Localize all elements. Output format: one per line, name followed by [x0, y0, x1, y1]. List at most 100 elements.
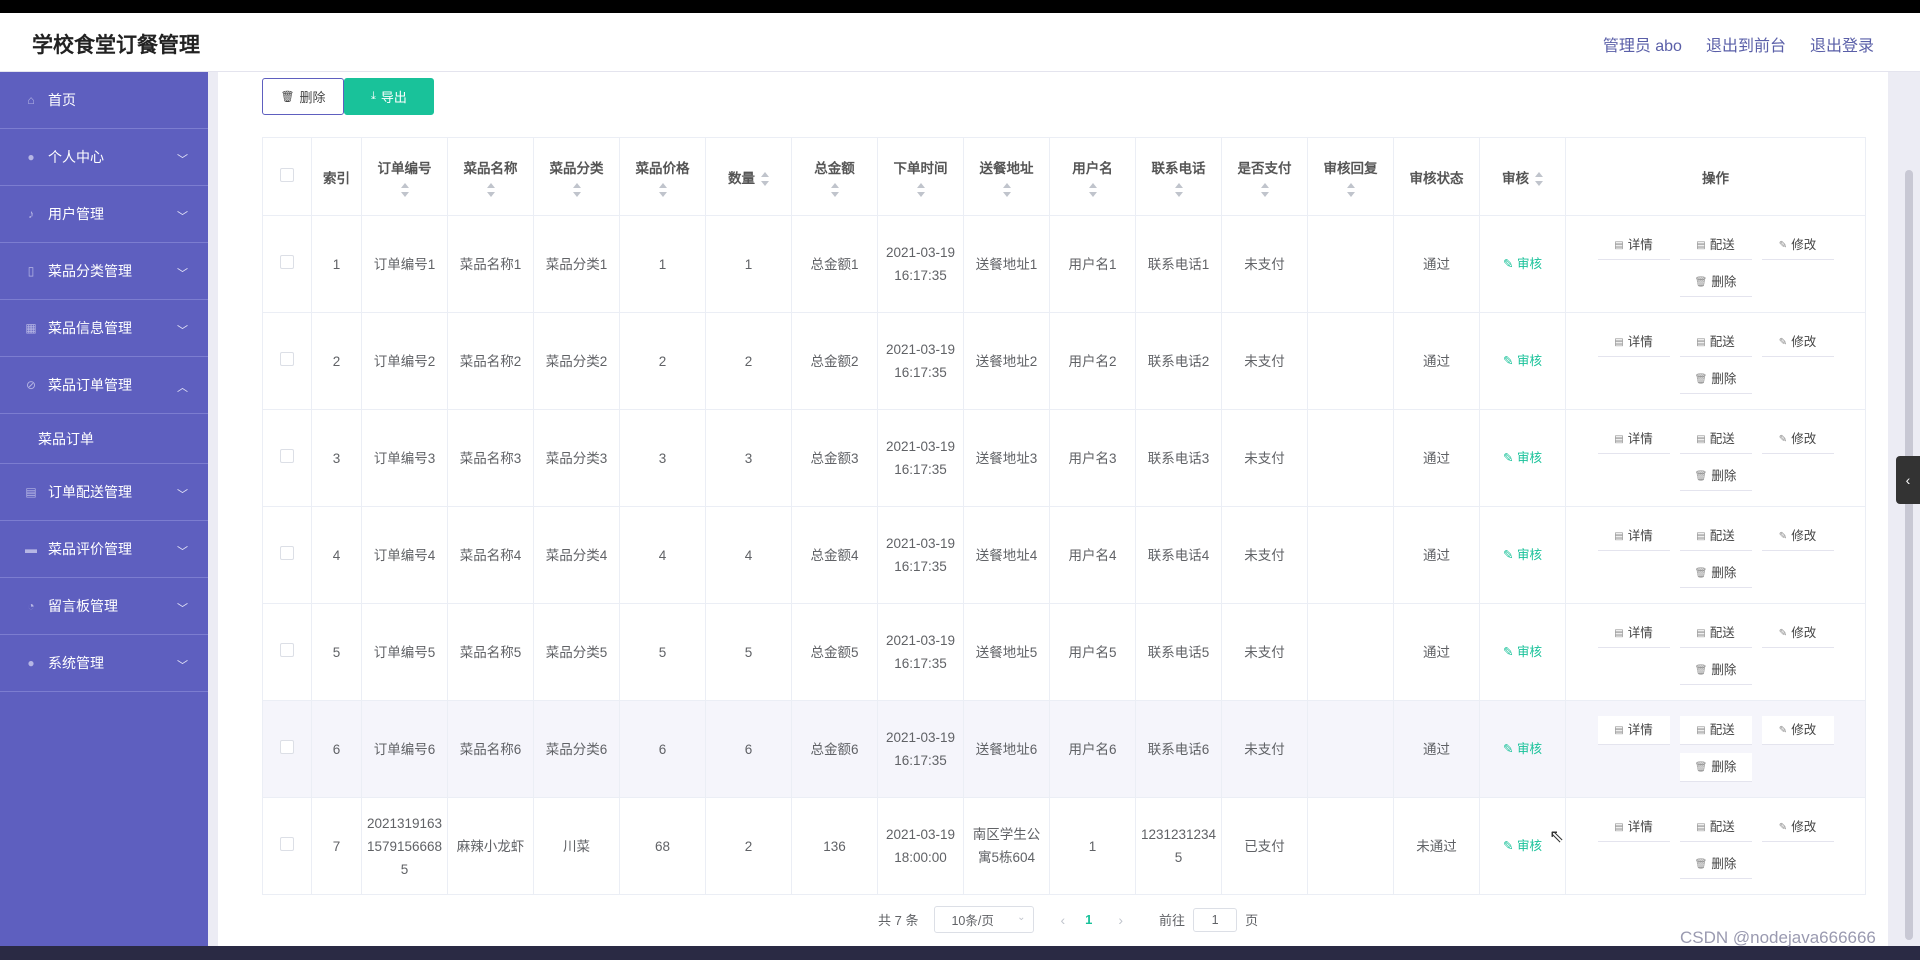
edit-button[interactable]: ✎ 修改 [1761, 619, 1834, 648]
select-all-checkbox[interactable] [280, 168, 294, 182]
goto-page-input[interactable] [1193, 907, 1238, 932]
cell-order-no: 订单编号1 [361, 215, 448, 313]
delete-button[interactable]: 🗑 删除 [262, 78, 344, 115]
row-checkbox[interactable] [280, 448, 294, 463]
page-number-current[interactable]: 1 [1085, 912, 1093, 927]
sort-icon[interactable] [1174, 182, 1183, 197]
deliver-button[interactable]: ▤ 配送 [1679, 328, 1752, 357]
delete-row-button[interactable]: 🗑 删除 [1679, 462, 1752, 491]
row-checkbox[interactable] [280, 254, 294, 269]
edit-button[interactable]: ✎ 修改 [1761, 425, 1834, 454]
sort-icon[interactable] [658, 182, 667, 197]
sort-icon[interactable] [1535, 171, 1543, 186]
edit-button[interactable]: ✎ 修改 [1761, 716, 1834, 745]
admin-user-link[interactable]: 管理员 abo [1602, 38, 1682, 55]
table-row[interactable]: 6 订单编号6 菜品名称6 菜品分类6 6 6 总金额6 2021-03-19 16:17:3… [262, 700, 1866, 798]
row-checkbox[interactable] [280, 642, 294, 657]
sort-icon[interactable] [1346, 182, 1355, 197]
detail-button[interactable]: ▤ 详情 [1597, 231, 1670, 260]
sidebar-item[interactable]: ▯ 菜品分类管理 ﹀ [0, 243, 208, 300]
table-row[interactable]: 3 订单编号3 菜品名称3 菜品分类3 3 3 总金额3 2021-03-19 16:17:3… [262, 409, 1866, 507]
submenu-item-orders[interactable]: 菜品订单 [0, 414, 208, 464]
table-row[interactable]: 2 订单编号2 菜品名称2 菜品分类2 2 2 总金额2 2021-03-19 16:17:3… [262, 312, 1866, 410]
page-size-select[interactable]: 10条/页 ⌄ [934, 906, 1035, 933]
sidebar-item[interactable]: ▤ 订单配送管理 ﹀ [0, 464, 208, 521]
column-header-label: 数量 [728, 170, 755, 186]
sort-icon[interactable] [572, 182, 581, 197]
deliver-button[interactable]: ▤ 配送 [1679, 231, 1752, 260]
audit-link[interactable]: ✎ 审核 [1503, 548, 1542, 562]
delete-row-button[interactable]: 🗑 删除 [1679, 850, 1752, 879]
table-row[interactable]: 1 订单编号1 菜品名称1 菜品分类1 1 1 总金额1 2021-03-19 16:17:3… [262, 215, 1866, 313]
cell-total: 总金额1 [791, 215, 878, 313]
row-checkbox[interactable] [280, 836, 294, 851]
prev-page-icon[interactable]: ‹ [1060, 911, 1066, 928]
audit-link[interactable]: ✎ 审核 [1503, 451, 1542, 465]
deliver-button[interactable]: ▤ 配送 [1679, 425, 1752, 454]
sidebar-item[interactable]: ♪ 用户管理 ﹀ [0, 186, 208, 243]
op-label: 配送 [1709, 431, 1735, 446]
delete-row-button[interactable]: 🗑 删除 [1679, 753, 1752, 782]
audit-link[interactable]: ✎ 审核 [1503, 839, 1542, 853]
next-page-icon[interactable]: › [1118, 911, 1124, 928]
audit-link[interactable]: ✎ 审核 [1503, 645, 1542, 659]
cell-paid: 未支付 [1221, 506, 1308, 604]
sidebar-item[interactable]: ⌂ 首页 [0, 72, 208, 129]
delete-row-button[interactable]: 🗑 删除 [1679, 268, 1752, 297]
detail-button[interactable]: ▤ 详情 [1597, 716, 1670, 745]
sidebar-item[interactable]: ● 个人中心 ﹀ [0, 129, 208, 186]
deliver-button[interactable]: ▤ 配送 [1679, 522, 1752, 551]
detail-button[interactable]: ▤ 详情 [1597, 813, 1670, 842]
table-row[interactable]: 5 订单编号5 菜品名称5 菜品分类5 5 5 总金额5 2021-03-19 16:17:3… [262, 603, 1866, 701]
audit-link[interactable]: ✎ 审核 [1503, 354, 1542, 368]
sort-icon[interactable] [1002, 182, 1011, 197]
detail-button[interactable]: ▤ 详情 [1597, 425, 1670, 454]
column-header-label: 联系电话 [1151, 160, 1206, 176]
edit-icon: ✎ [1503, 645, 1517, 659]
audit-link[interactable]: ✎ 审核 [1503, 742, 1542, 756]
sort-icon[interactable] [830, 182, 839, 197]
row-checkbox[interactable] [280, 351, 294, 366]
logout-link[interactable]: 退出登录 [1809, 38, 1874, 55]
sidebar-item[interactable]: ⊘ 菜品订单管理 ︿ [0, 357, 208, 414]
audit-link[interactable]: ✎ 审核 [1503, 257, 1542, 271]
row-checkbox[interactable] [280, 739, 294, 754]
delete-row-button[interactable]: 🗑 删除 [1679, 365, 1752, 394]
scrollbar[interactable] [1905, 170, 1913, 940]
delete-row-button[interactable]: 🗑 删除 [1679, 559, 1752, 588]
deliver-button[interactable]: ▤ 配送 [1679, 716, 1752, 745]
doc-icon: ▤ [1614, 821, 1624, 833]
sort-icon[interactable] [1260, 182, 1269, 197]
collapse-tab-chevron-left-icon[interactable]: ‹ [1896, 456, 1920, 504]
row-select-cell [262, 409, 312, 507]
sort-icon[interactable] [486, 182, 495, 197]
sidebar-item[interactable]: ▦ 菜品信息管理 ﹀ [0, 300, 208, 357]
edit-button[interactable]: ✎ 修改 [1761, 328, 1834, 357]
export-button[interactable]: ⤓ 导出 [344, 78, 434, 115]
sort-icon[interactable] [400, 182, 409, 197]
sort-icon[interactable] [1088, 182, 1097, 197]
cell-paid: 未支付 [1221, 700, 1308, 798]
sort-icon[interactable] [916, 182, 925, 197]
detail-button[interactable]: ▤ 详情 [1597, 522, 1670, 551]
deliver-button[interactable]: ▤ 配送 [1679, 619, 1752, 648]
detail-button[interactable]: ▤ 详情 [1597, 619, 1670, 648]
op-label: 配送 [1709, 528, 1735, 543]
table-row[interactable]: 7 20213191631579156668​5 麻辣小龙虾 川菜 68 2 136 2021… [262, 797, 1866, 895]
cell-address: 送餐地址4 [963, 506, 1050, 604]
cell-total: 总金额2 [791, 312, 878, 410]
sidebar-item-label: 菜品评价管理 [48, 541, 132, 557]
delete-row-button[interactable]: 🗑 删除 [1679, 656, 1752, 685]
sort-icon[interactable] [761, 171, 769, 186]
edit-button[interactable]: ✎ 修改 [1761, 231, 1834, 260]
sidebar-item[interactable]: ◔ 留言板管理 ﹀ [0, 578, 208, 635]
sidebar-item[interactable]: ▬ 菜品评价管理 ﹀ [0, 521, 208, 578]
deliver-button[interactable]: ▤ 配送 [1679, 813, 1752, 842]
row-checkbox[interactable] [280, 545, 294, 560]
edit-button[interactable]: ✎ 修改 [1761, 522, 1834, 551]
detail-button[interactable]: ▤ 详情 [1597, 328, 1670, 357]
sidebar-item[interactable]: ● 系统管理 ﹀ [0, 635, 208, 692]
back-to-frontend-link[interactable]: 退出到前台 [1705, 38, 1786, 55]
edit-button[interactable]: ✎ 修改 [1761, 813, 1834, 842]
table-row[interactable]: 4 订单编号4 菜品名称4 菜品分类4 4 4 总金额4 2021-03-19 16:17:3… [262, 506, 1866, 604]
